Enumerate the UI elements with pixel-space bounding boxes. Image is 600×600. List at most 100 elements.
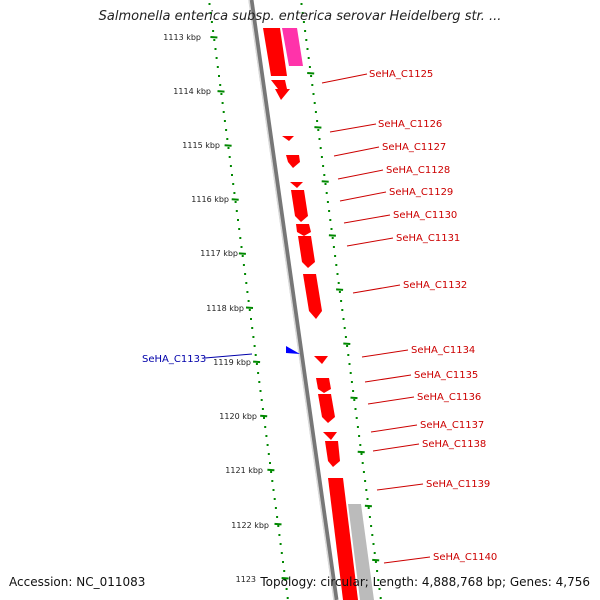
ruler-dot [228, 156, 231, 158]
ruler-dot [259, 390, 262, 392]
track-dot [344, 336, 347, 338]
gene-label[interactable]: SeHA_C1136 [417, 392, 481, 403]
track-tick [372, 558, 380, 562]
map-title: Salmonella enterica subsp. enterica sero… [98, 9, 502, 24]
ruler-dot [272, 489, 275, 491]
ruler-dot [285, 588, 288, 590]
ruler-tick [260, 414, 268, 418]
genome-stats-text: Topology: circular; Length: 4,888,768 bp… [260, 575, 590, 589]
track-dot [319, 147, 322, 149]
track-dot [302, 21, 305, 23]
track-dot [353, 399, 356, 401]
ruler-dot [252, 336, 255, 338]
ruler-dot [222, 111, 225, 113]
ruler-dot [274, 507, 277, 509]
ruler-label: 1120 kbp [219, 412, 257, 421]
gene-label[interactable]: SeHA_C1139 [426, 479, 490, 490]
track-dot [368, 516, 371, 518]
label-leader [339, 191, 387, 202]
gene-feature [282, 136, 294, 141]
gene-feature [348, 504, 374, 600]
ruler-dot [208, 3, 211, 5]
ruler-dot [241, 255, 244, 257]
track-dot [362, 471, 365, 473]
ruler-dot [279, 543, 282, 545]
track-dot [318, 138, 321, 140]
ruler-dot [233, 192, 236, 194]
track-dot [334, 255, 337, 257]
track-dot [308, 66, 311, 68]
ruler-dot [284, 579, 287, 581]
label-leader [370, 424, 418, 433]
ruler-dot [278, 534, 281, 536]
gene-label[interactable]: SeHA_C1138 [422, 439, 486, 450]
gene-feature [291, 190, 308, 222]
ruler-dot [223, 120, 226, 122]
track-dot [316, 120, 319, 122]
label-leader [361, 349, 409, 358]
gene-label[interactable]: SeHA_C1130 [393, 210, 457, 221]
track-tick [336, 288, 344, 291]
gene-label[interactable]: SeHA_C1128 [386, 165, 450, 176]
gene-label[interactable]: SeHA_C1137 [420, 420, 484, 431]
label-leader [383, 556, 431, 564]
ruler-label: 1115 kbp [182, 141, 220, 150]
track-dot [341, 309, 344, 311]
gene-label[interactable]: SeHA_C1132 [403, 280, 467, 291]
ruler-dot [227, 147, 230, 149]
ruler-label: 1118 kbp [206, 304, 244, 313]
ruler-dot [225, 129, 228, 131]
gene-label[interactable]: SeHA_C1131 [396, 233, 460, 244]
track-tick [321, 180, 329, 183]
track-dot [376, 570, 379, 572]
track-dot [337, 282, 340, 284]
gene-label[interactable]: SeHA_C1125 [369, 69, 433, 80]
ruler-dot [240, 246, 243, 248]
gene-label[interactable]: SeHA_C1127 [382, 142, 446, 153]
gene-label[interactable]: SeHA_C1129 [389, 187, 453, 198]
ruler-dot [242, 264, 245, 266]
track-dot [352, 390, 355, 392]
ruler-label: 1123 [236, 575, 256, 584]
ruler-dot [231, 174, 233, 176]
gene-label[interactable]: SeHA_C1135 [414, 370, 478, 381]
track-dot [304, 30, 307, 32]
track-dot [350, 381, 353, 383]
gene-label[interactable]: SeHA_C1134 [411, 345, 475, 356]
accession-text: Accession: NC_011083 [9, 575, 146, 589]
ruler-tick [217, 90, 225, 93]
track-dot [332, 246, 335, 248]
track-tick [364, 504, 372, 508]
ruler-dot [254, 354, 257, 356]
gene-feature [303, 274, 322, 319]
track-tick [343, 342, 351, 345]
gene-label[interactable]: SeHA_C1133 [142, 354, 206, 365]
ruler-dot [270, 471, 273, 473]
gene-label-leaders [204, 73, 431, 564]
track-dot [349, 372, 352, 374]
ruler-dot [244, 273, 247, 275]
ruler-dot [245, 282, 248, 284]
track-tick [350, 396, 358, 400]
gene-labels: SeHA_C1125 SeHA_C1126 SeHA_C1127 SeHA_C1… [142, 69, 497, 563]
track-dot [365, 489, 368, 491]
ruler-dot [286, 597, 289, 599]
track-dot [348, 363, 351, 365]
track-dot [329, 219, 332, 221]
ruler-dot [253, 345, 256, 347]
gene-label[interactable]: SeHA_C1140 [433, 552, 497, 563]
ruler-dot [258, 381, 261, 383]
track-tick [307, 72, 315, 75]
ruler-dot [282, 561, 284, 563]
ruler-tick [238, 252, 246, 255]
ruler-dot [229, 165, 232, 167]
ruler-dot [277, 525, 280, 527]
ruler-dot [235, 210, 238, 212]
track-dot [305, 39, 308, 41]
ruler-dot [212, 30, 215, 32]
ruler-label: 1119 kbp [213, 358, 251, 367]
gene-label[interactable]: SeHA_C1126 [378, 119, 442, 130]
ruler-dot [261, 408, 264, 410]
